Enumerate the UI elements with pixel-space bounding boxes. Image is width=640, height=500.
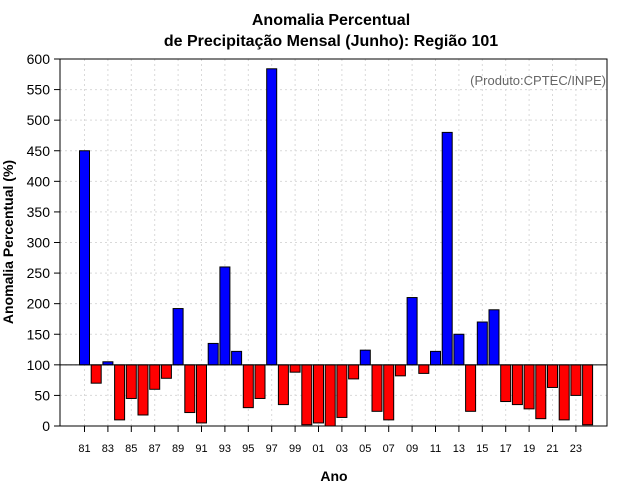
bar-16 <box>488 309 500 366</box>
bar-14 <box>465 364 477 412</box>
bar-19 <box>523 364 535 410</box>
x-tick-label: 03 <box>336 443 348 455</box>
y-tick-label: 400 <box>27 173 51 189</box>
bar-97 <box>266 68 278 366</box>
x-tick-label: 93 <box>219 443 231 455</box>
bar-04 <box>348 364 360 380</box>
y-tick-label: 300 <box>27 235 51 251</box>
x-tick-label: 91 <box>195 443 207 455</box>
bar-81 <box>79 150 90 366</box>
y-tick-label: 50 <box>34 387 50 403</box>
y-tick-label: 0 <box>42 418 50 434</box>
bar-10 <box>418 364 430 374</box>
bar-09 <box>406 297 418 366</box>
bar-15 <box>476 321 488 366</box>
bar-08 <box>394 364 406 377</box>
x-tick-label: 23 <box>570 443 582 455</box>
bar-23 <box>570 364 582 396</box>
x-tick-label: 05 <box>359 443 371 455</box>
x-tick-label: 01 <box>312 443 324 455</box>
bar-02 <box>324 364 336 427</box>
bar-85 <box>125 364 137 399</box>
bar-24 <box>582 364 594 426</box>
x-tick-label: 87 <box>149 443 161 455</box>
bar-12 <box>441 131 453 366</box>
bar-17 <box>500 364 512 403</box>
bar-21 <box>547 364 558 388</box>
bar-89 <box>172 308 184 366</box>
credit-label: (Produto:CPTEC/INPE) <box>470 73 606 88</box>
bar-91 <box>196 364 207 424</box>
bar-95 <box>242 364 254 409</box>
x-tick-label: 95 <box>242 443 254 455</box>
x-tick-label: 17 <box>500 443 512 455</box>
x-tick-label: 19 <box>523 443 535 455</box>
x-tick-label: 83 <box>102 443 114 455</box>
bar-82 <box>90 364 102 384</box>
x-axis-title: Ano <box>320 468 347 484</box>
chart-title-line2: de Precipitação Mensal (Junho): Região 1… <box>164 33 498 50</box>
bar-86 <box>137 364 149 416</box>
x-tick-label: 13 <box>453 443 465 455</box>
bar-20 <box>535 364 547 420</box>
bar-93 <box>219 266 231 366</box>
bar-11 <box>430 350 441 366</box>
bar-18 <box>511 364 523 406</box>
y-tick-label: 450 <box>27 143 51 159</box>
x-tick-label: 97 <box>266 443 278 455</box>
x-tick-label: 11 <box>430 443 441 455</box>
bar-00 <box>301 364 313 426</box>
bar-05 <box>359 349 371 366</box>
y-tick-label: 150 <box>27 326 51 342</box>
x-tick-label: 81 <box>78 443 90 455</box>
y-axis: 0 50 100 150 200 250 300 350 400 450 500 550 600 <box>27 51 60 434</box>
bar-88 <box>160 364 172 379</box>
bar-99 <box>289 364 301 373</box>
bar-94 <box>231 350 243 366</box>
bar-13 <box>453 333 465 366</box>
bar-03 <box>336 364 348 418</box>
x-axis: 81 83 85 87 89 91 93 95 97 99 01 03 05 07 09 11 13 15 17 19… <box>78 426 582 455</box>
bars <box>79 68 594 427</box>
y-tick-label: 600 <box>27 51 51 67</box>
bar-96 <box>254 364 266 399</box>
bar-98 <box>277 364 289 406</box>
y-tick-label: 100 <box>27 357 51 373</box>
y-tick-label: 550 <box>27 82 51 98</box>
x-tick-label: 09 <box>406 443 418 455</box>
x-tick-label: 15 <box>476 443 488 455</box>
y-tick-label: 500 <box>27 112 51 128</box>
x-tick-label: 85 <box>125 443 137 455</box>
bar-90 <box>184 364 196 414</box>
bar-84 <box>114 364 126 421</box>
y-tick-label: 200 <box>27 296 51 312</box>
x-tick-label: 21 <box>546 443 558 455</box>
bar-22 <box>558 364 570 421</box>
x-tick-label: 07 <box>383 443 395 455</box>
chart-title-line1: Anomalia Percentual <box>252 12 410 29</box>
y-axis-title: Anomalia Percentual (%) <box>0 160 16 324</box>
bar-07 <box>383 364 395 421</box>
bar-06 <box>371 364 383 412</box>
bar-87 <box>149 364 161 390</box>
x-tick-label: 89 <box>172 443 184 455</box>
bar-01 <box>313 364 324 424</box>
y-tick-label: 350 <box>27 204 51 220</box>
x-tick-label: 99 <box>289 443 301 455</box>
bar-92 <box>207 342 219 366</box>
y-tick-label: 250 <box>27 265 51 281</box>
